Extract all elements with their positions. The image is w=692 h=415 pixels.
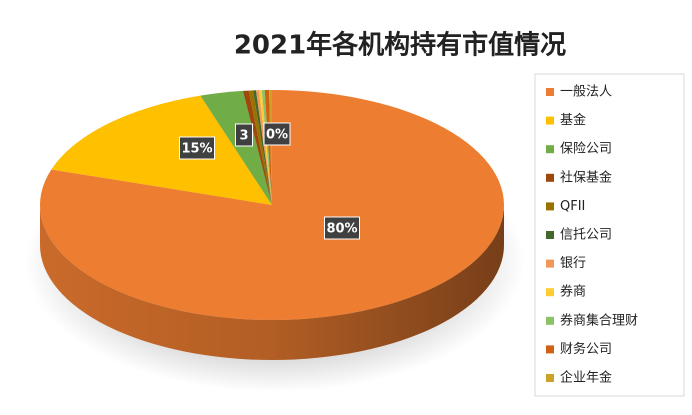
legend-label: 券商集合理财 — [560, 312, 638, 328]
data-label-box — [235, 123, 253, 147]
data-label-box — [179, 136, 215, 160]
slice — [264, 90, 272, 205]
data-label: 80% — [326, 222, 357, 237]
legend-label: 一般法人 — [560, 84, 612, 100]
legend-swatch — [546, 231, 554, 239]
slice — [51, 95, 272, 205]
data-label: 15% — [181, 142, 212, 157]
legend-label: 财务公司 — [560, 341, 612, 357]
legend-label: 银行 — [560, 256, 586, 271]
legend-swatch — [546, 145, 554, 154]
data-label-box — [263, 122, 291, 146]
legend-swatch — [546, 259, 554, 268]
slice — [269, 90, 272, 205]
legend-label: 基金 — [560, 112, 586, 128]
legend-swatch — [546, 202, 554, 211]
legend-swatch — [546, 116, 554, 125]
slice — [253, 90, 272, 205]
slice — [255, 90, 272, 205]
legend-label: 信托公司 — [560, 228, 612, 243]
legend-label: QFII — [560, 199, 585, 214]
chart-title: 2021年各机构持有市值情况 — [234, 30, 566, 61]
data-label: 3 — [239, 129, 248, 144]
legend-swatch — [546, 374, 554, 382]
legend-swatch — [546, 173, 554, 182]
legend-swatch — [546, 316, 554, 325]
legend-label: 券商 — [560, 284, 586, 300]
legend-box — [534, 73, 685, 397]
slice-side-shade — [40, 205, 504, 360]
slice — [258, 90, 272, 205]
slice — [242, 90, 272, 205]
slice — [248, 90, 272, 205]
slice — [261, 90, 272, 205]
slice — [39, 90, 504, 320]
data-label-box — [324, 216, 360, 240]
legend-swatch — [546, 88, 554, 96]
data-label: 0% — [266, 128, 288, 143]
slice — [200, 90, 272, 205]
legend-label: 保险公司 — [560, 142, 612, 157]
legend-label: 社保基金 — [560, 169, 612, 185]
legend-label: 企业年金 — [560, 370, 612, 386]
legend-swatch — [546, 345, 554, 354]
legend-swatch — [546, 288, 554, 297]
